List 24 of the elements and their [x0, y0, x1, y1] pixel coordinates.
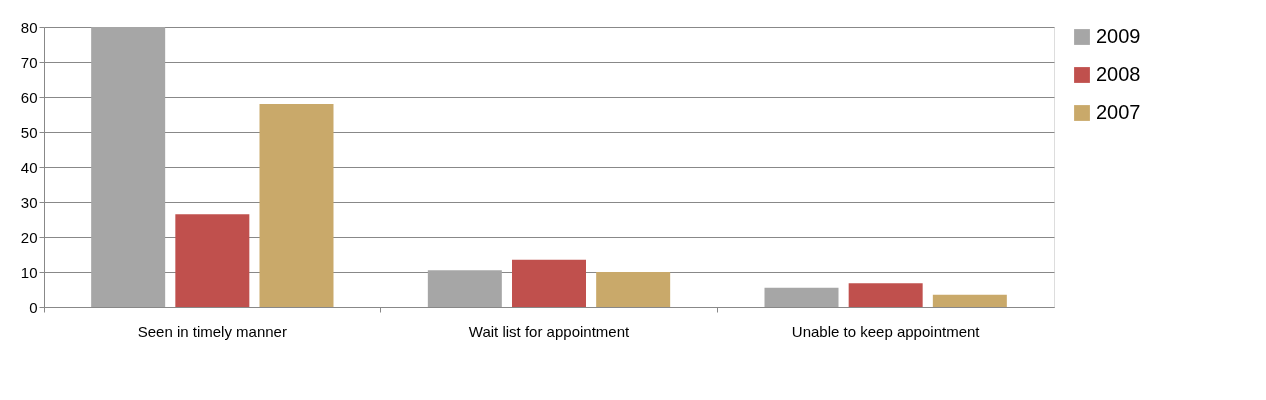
- legend-label: 2009: [1096, 25, 1141, 47]
- y-tick-label: 50: [20, 123, 38, 141]
- y-tick-label: 70: [20, 53, 38, 71]
- bar: [848, 283, 923, 307]
- bar: [259, 104, 334, 307]
- x-tick-label: Unable to keep appointment: [791, 322, 981, 340]
- bar: [596, 272, 671, 307]
- y-tick-label: 0: [29, 298, 38, 316]
- bar: [764, 287, 839, 307]
- y-tick-label: 80: [20, 18, 38, 36]
- y-tick-label: 30: [20, 193, 38, 211]
- bar: [427, 270, 502, 307]
- y-tick-label: 20: [20, 228, 38, 246]
- y-tick-label: 40: [20, 158, 38, 176]
- x-tick-label: Wait list for appointment: [468, 322, 630, 340]
- bar: [91, 27, 166, 307]
- bar: [512, 259, 586, 307]
- y-tick-label: 60: [20, 88, 38, 106]
- bar: [175, 214, 250, 307]
- legend-label: 2008: [1096, 63, 1141, 85]
- legend-label: 2007: [1096, 101, 1141, 123]
- bar: [932, 294, 1007, 307]
- y-tick-label: 10: [20, 263, 38, 281]
- x-tick-label: Seen in timely manner: [137, 322, 287, 340]
